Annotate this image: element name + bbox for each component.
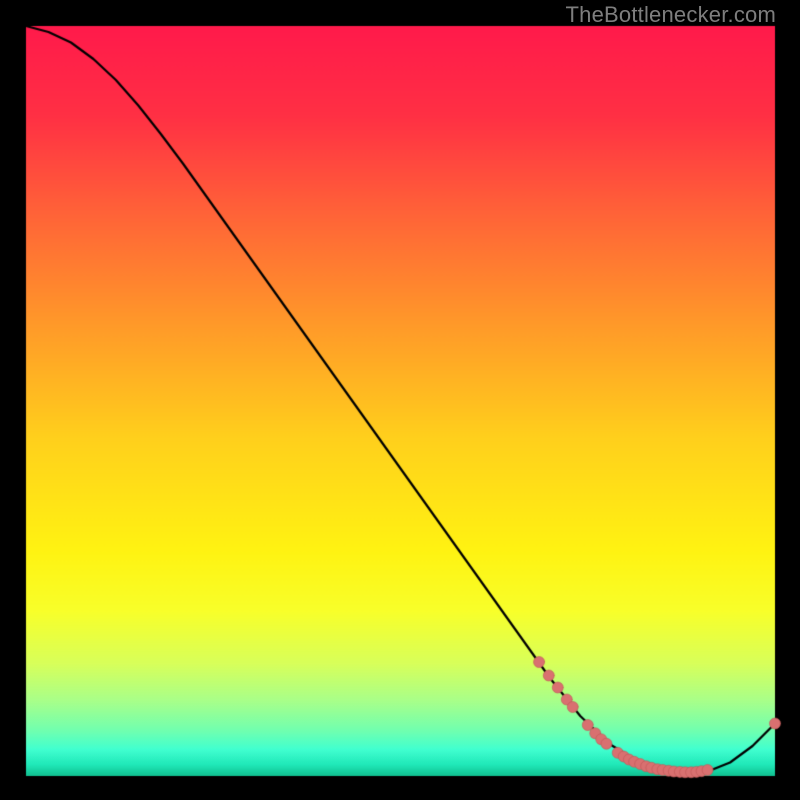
watermark-label: TheBottlenecker.com <box>566 2 776 28</box>
chart-container: TheBottlenecker.com <box>0 0 800 800</box>
bottleneck-chart-canvas <box>0 0 800 800</box>
